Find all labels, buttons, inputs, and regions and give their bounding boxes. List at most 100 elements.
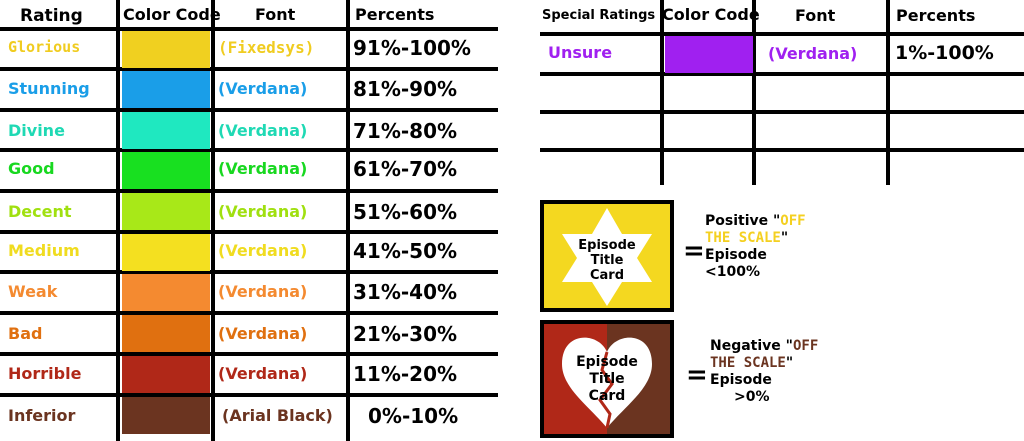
percent-label: 61%-70% [353,157,458,181]
card-text-line: Episode [576,354,638,370]
grid-hline [0,230,498,234]
rating-label: Horrible [8,364,82,383]
percent-label: 51%-60% [353,200,458,224]
rating-label: Medium [8,241,80,260]
header-special-color-code: Color Code [662,5,760,24]
rating-label: Decent [8,202,72,221]
color-swatch [122,193,210,230]
font-label: (Verdana) [218,364,308,383]
grid-vline [211,0,215,441]
font-label: (Arial Black) [222,406,333,425]
grid-hline [540,32,1024,36]
desc-text: " [780,230,789,246]
header-rating: Rating [20,6,83,26]
equals-sign: = [683,236,705,266]
font-label: (Verdana) [218,324,308,343]
positive-card-text: Episode Title Card [574,238,640,283]
rating-label: Bad [8,324,43,343]
percent-label: 81%-90% [353,77,458,101]
color-swatch [122,31,210,68]
special-percent-label: 1%-100% [895,42,994,64]
font-label: (Fixedsys) [218,38,315,57]
header-special-percents: Percents [896,6,976,25]
star-icon [562,208,652,306]
card-text-line: Title [590,253,624,268]
negative-description: Negative "OFF THE SCALE" Episode >0% [710,338,818,406]
desc-line: Negative "OFF [710,338,818,355]
percent-label: 91%-100% [353,36,471,60]
rating-label: Inferior [8,406,76,425]
positive-card: Episode Title Card [540,200,674,312]
broken-heart-icon [562,337,652,429]
grid-vline [752,0,756,185]
header-color-code: Color Code [123,5,221,24]
grid-hline [0,270,498,274]
desc-line: <100% [705,264,760,280]
percent-label: 41%-50% [353,239,458,263]
grid-hline [0,108,498,112]
card-text-line: Episode [578,238,636,253]
font-label: (Verdana) [218,159,308,178]
desc-accent: OFF [780,213,806,229]
color-swatch [122,274,210,311]
desc-line: THE SCALE" [705,230,806,247]
desc-accent: THE SCALE [710,355,786,371]
grid-hline [0,189,498,193]
grid-hline [0,67,498,71]
font-label: (Verdana) [218,79,308,98]
special-color-swatch [665,36,753,73]
color-swatch [122,112,210,149]
font-label: (Verdana) [218,282,308,301]
negative-card: Episode Title Card [540,320,674,438]
color-swatch [122,315,210,352]
grid-hline [0,148,498,152]
desc-line: >0% [734,389,770,405]
rating-label: Weak [8,282,58,301]
rating-label: Stunning [8,79,90,98]
desc-text: " [785,355,794,371]
desc-line: Episode [705,247,767,263]
grid-hline [540,72,1024,76]
grid-hline [540,110,1024,114]
color-swatch [122,234,210,271]
rating-label: Glorious [8,38,81,56]
negative-card-text: Episode Title Card [574,354,640,405]
grid-vline [886,0,890,185]
header-percents: Percents [355,5,435,24]
special-rating-label: Unsure [548,43,613,62]
grid-vline [346,0,350,441]
positive-description: Positive "OFF THE SCALE" Episode <100% [705,213,806,281]
percent-label: 21%-30% [353,322,458,346]
grid-hline [0,311,498,315]
font-label: (Verdana) [218,121,308,140]
grid-hline [0,352,498,356]
grid-hline [0,393,498,397]
color-swatch [122,397,210,434]
desc-text: Positive " [705,213,781,229]
color-swatch [122,356,210,393]
header-font: Font [255,5,296,24]
card-text-line: Card [589,268,625,283]
font-label: (Verdana) [218,202,308,221]
rating-label: Divine [8,121,65,140]
card-text-line: Card [588,388,626,404]
desc-text: Negative " [710,338,793,354]
color-swatch [122,152,210,189]
card-text-line: Title [589,371,625,387]
grid-hline [540,148,1024,152]
grid-vline [116,0,120,441]
special-font-label: (Verdana) [768,44,858,63]
header-special-font: Font [795,6,836,25]
header-special-ratings: Special Ratings [542,8,656,23]
percent-label: 0%-10% [368,404,459,428]
rating-label: Good [8,159,55,178]
percent-label: 11%-20% [353,362,458,386]
desc-line: THE SCALE" [710,355,818,372]
font-label: (Verdana) [218,241,308,260]
equals-sign: = [686,360,708,390]
desc-line: Episode [710,372,772,388]
color-swatch [122,71,210,108]
percent-label: 71%-80% [353,119,458,143]
desc-accent: THE SCALE [705,230,781,246]
grid-hline [0,27,498,31]
